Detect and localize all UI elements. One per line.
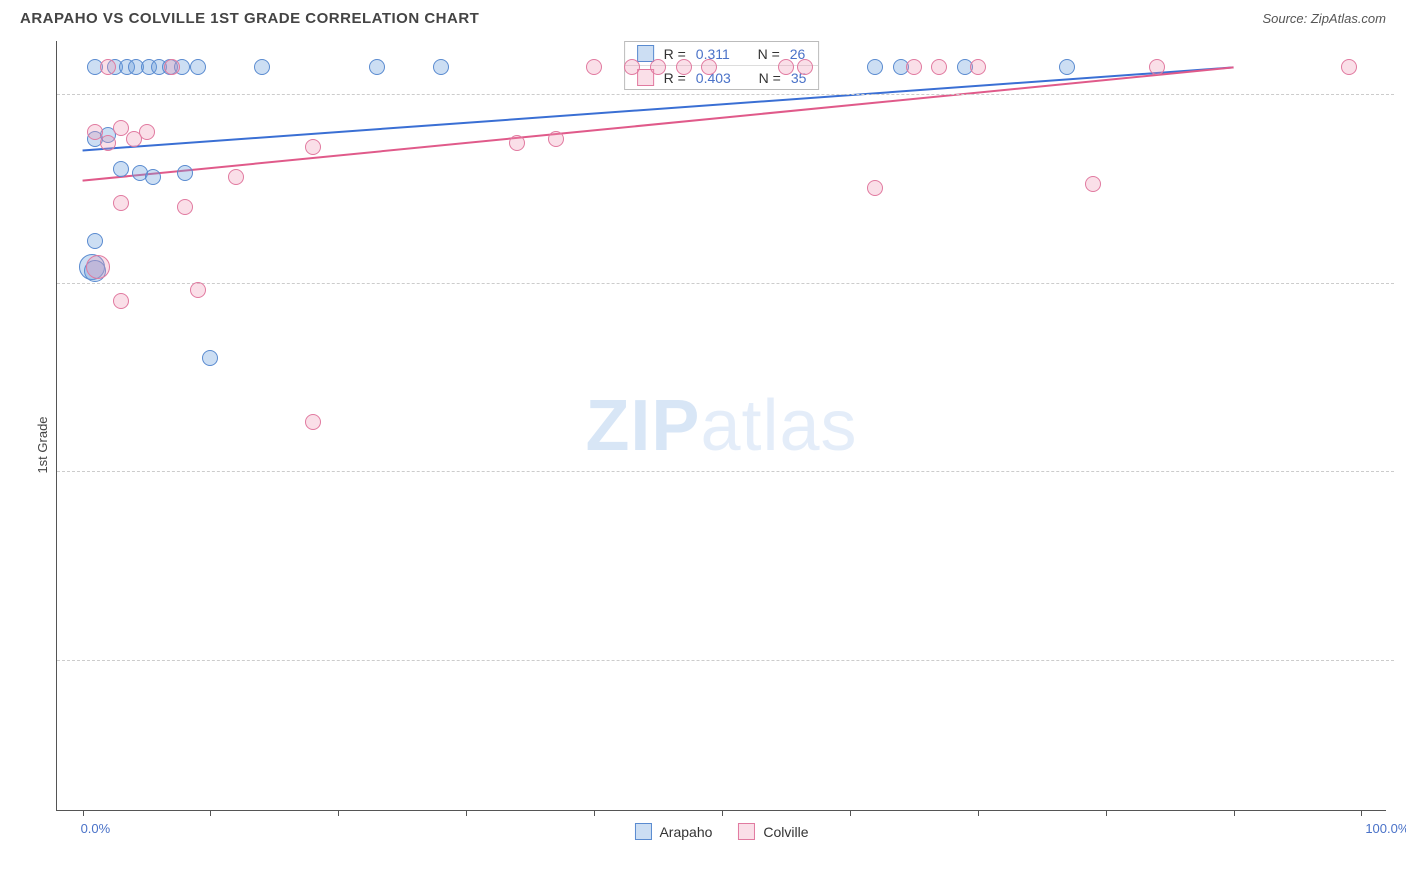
y-axis-label: 1st Grade (35, 416, 50, 473)
legend-swatch (738, 823, 755, 840)
data-point (867, 59, 883, 75)
data-point (100, 59, 116, 75)
data-point (650, 59, 666, 75)
bottom-legend: Arapaho Colville (634, 823, 808, 840)
x-tick (210, 810, 211, 816)
data-point (305, 414, 321, 430)
data-point (867, 180, 883, 196)
data-point (548, 131, 564, 147)
legend-swatch (634, 823, 651, 840)
data-point (778, 59, 794, 75)
data-point (797, 59, 813, 75)
data-point (586, 59, 602, 75)
data-point (1341, 59, 1357, 75)
data-point (369, 59, 385, 75)
gridline-h (57, 94, 1394, 95)
data-point (509, 135, 525, 151)
gridline-h (57, 471, 1394, 472)
data-point (305, 139, 321, 155)
data-point (100, 135, 116, 151)
data-point (624, 59, 640, 75)
chart-container: 1st Grade ZIPatlas R = 0.311 N = 26R = 0… (10, 35, 1396, 855)
x-tick (850, 810, 851, 816)
data-point (676, 59, 692, 75)
legend-swatch (637, 45, 654, 62)
data-point (113, 293, 129, 309)
watermark: ZIPatlas (585, 385, 857, 467)
x-tick (978, 810, 979, 816)
x-tick (1106, 810, 1107, 816)
data-point (190, 282, 206, 298)
data-point (906, 59, 922, 75)
x-tick (1234, 810, 1235, 816)
data-point (202, 350, 218, 366)
x-tick-label: 100.0% (1365, 821, 1406, 836)
data-point (433, 59, 449, 75)
x-tick (722, 810, 723, 816)
data-point (177, 165, 193, 181)
data-point (177, 199, 193, 215)
data-point (190, 59, 206, 75)
plot-area: ZIPatlas R = 0.311 N = 26R = 0.403 N = 3… (56, 41, 1386, 811)
source-text: Source: ZipAtlas.com (1262, 11, 1386, 26)
legend-item: Colville (738, 823, 808, 840)
data-point (1085, 176, 1101, 192)
gridline-h (57, 283, 1394, 284)
legend-label: Arapaho (659, 824, 712, 840)
x-tick (338, 810, 339, 816)
data-point (1149, 59, 1165, 75)
data-point (931, 59, 947, 75)
data-point (701, 59, 717, 75)
data-point (164, 59, 180, 75)
y-tick-label: 92.5% (1394, 653, 1406, 668)
data-point (113, 195, 129, 211)
legend-label: Colville (763, 824, 808, 840)
y-tick-label: 97.5% (1394, 275, 1406, 290)
trend-lines (57, 41, 1386, 810)
x-tick-label: 0.0% (81, 821, 111, 836)
gridline-h (57, 660, 1394, 661)
data-point (228, 169, 244, 185)
data-point (87, 233, 103, 249)
y-tick-label: 95.0% (1394, 464, 1406, 479)
data-point (113, 161, 129, 177)
legend-item: Arapaho (634, 823, 712, 840)
x-tick (466, 810, 467, 816)
data-point (254, 59, 270, 75)
x-tick (594, 810, 595, 816)
x-tick (83, 810, 84, 816)
data-point (86, 255, 110, 279)
data-point (145, 169, 161, 185)
data-point (1059, 59, 1075, 75)
chart-title: ARAPAHO VS COLVILLE 1ST GRADE CORRELATIO… (20, 10, 479, 27)
y-tick-label: 100.0% (1394, 86, 1406, 101)
data-point (970, 59, 986, 75)
x-tick (1361, 810, 1362, 816)
data-point (126, 131, 142, 147)
